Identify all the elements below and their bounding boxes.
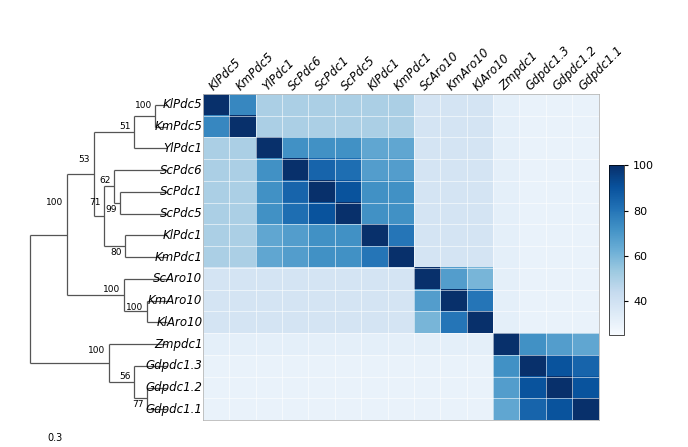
Text: KlPdc5: KlPdc5 [163,98,202,111]
Text: ScPdc5: ScPdc5 [338,54,378,93]
Text: 80: 80 [111,248,122,257]
Text: 71: 71 [89,198,100,207]
Text: KmAro10: KmAro10 [444,46,492,93]
Text: KlPdc5: KlPdc5 [207,56,244,93]
Text: YlPdc1: YlPdc1 [259,57,297,93]
Text: Gdpdc1.2: Gdpdc1.2 [146,381,202,394]
Text: 100: 100 [88,346,105,355]
Text: KmPdc5: KmPdc5 [233,51,277,93]
Text: KmAro10: KmAro10 [148,294,202,307]
Text: KmPdc5: KmPdc5 [155,120,202,133]
Text: KlAro10: KlAro10 [471,51,513,93]
Text: 51: 51 [119,122,130,131]
Text: 77: 77 [132,401,144,409]
Text: 100: 100 [46,198,63,207]
Text: 56: 56 [119,372,130,381]
Text: Zmpdc1: Zmpdc1 [497,50,541,93]
Text: KmPdc1: KmPdc1 [391,51,435,93]
Text: Gdpdc1.1: Gdpdc1.1 [576,44,625,93]
Text: 100: 100 [103,285,120,294]
Text: ScPdc6: ScPdc6 [286,54,325,93]
Text: 100: 100 [127,303,144,312]
Text: ScPdc5: ScPdc5 [160,207,202,220]
Text: ScAro10: ScAro10 [153,272,202,285]
Text: Gdpdc1.3: Gdpdc1.3 [146,359,202,372]
Text: 100: 100 [135,101,152,110]
Text: 53: 53 [78,155,90,164]
Text: 62: 62 [99,177,110,186]
Text: Gdpdc1.1: Gdpdc1.1 [146,403,202,416]
Text: Zmpdc1: Zmpdc1 [154,337,202,350]
Text: KlPdc1: KlPdc1 [365,56,402,93]
Text: KlAro10: KlAro10 [156,316,202,329]
Text: ScAro10: ScAro10 [418,50,462,93]
Text: KmPdc1: KmPdc1 [155,250,202,264]
Text: ScPdc1: ScPdc1 [160,185,202,198]
Text: Gdpdc1.3: Gdpdc1.3 [524,44,573,93]
Text: KlPdc1: KlPdc1 [163,229,202,242]
Text: 99: 99 [105,205,117,214]
Text: ScPdc6: ScPdc6 [160,164,202,177]
Text: Gdpdc1.2: Gdpdc1.2 [550,44,599,93]
Text: YlPdc1: YlPdc1 [164,142,202,155]
Text: ScPdc1: ScPdc1 [312,54,352,93]
Text: 0.3: 0.3 [47,433,63,443]
